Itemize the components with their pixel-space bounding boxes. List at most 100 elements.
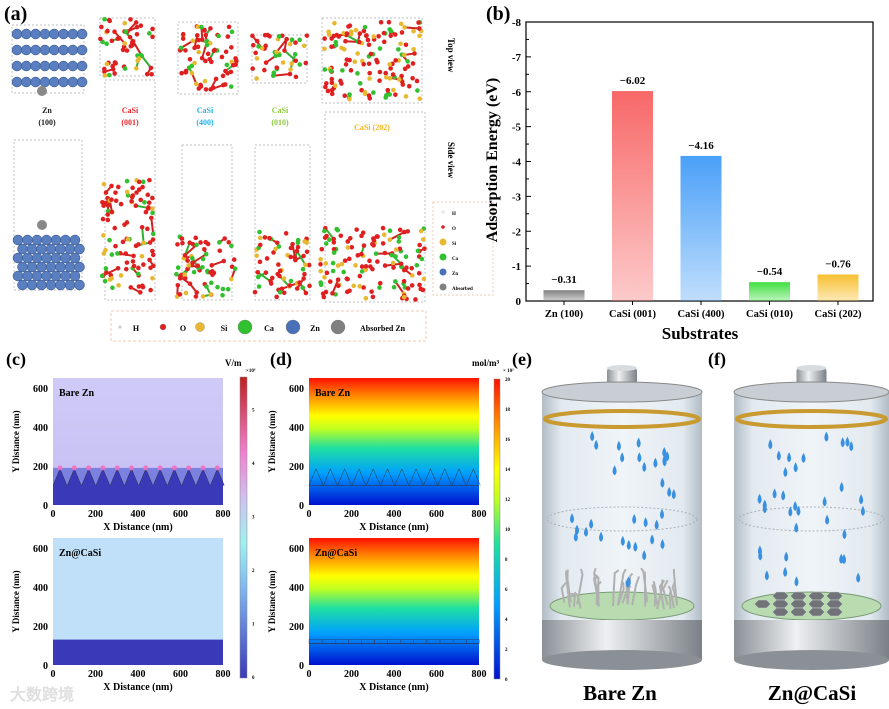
zn-ion-droplet: [636, 437, 641, 448]
atom: [271, 250, 276, 255]
atom: [116, 283, 121, 288]
bar-casi-010-: [749, 282, 790, 301]
atom: [101, 233, 106, 238]
atom: [224, 62, 230, 68]
atom: [100, 216, 106, 222]
atom: [417, 33, 422, 39]
zn-atom: [41, 252, 52, 264]
bond: [150, 217, 155, 234]
zn-atom: [69, 270, 81, 282]
atom: [145, 192, 151, 198]
atom: [128, 17, 133, 22]
atom: [225, 34, 231, 39]
atom: [263, 270, 269, 275]
atom: [405, 286, 411, 291]
atom: [208, 280, 214, 286]
field-hotspot: [171, 465, 177, 471]
x-axis-title: X Distance (nm): [103, 682, 172, 693]
atom: [124, 260, 130, 265]
atom: [208, 292, 213, 297]
atom: [320, 291, 326, 297]
y-axis-title: Y Distance (nm): [267, 570, 277, 632]
coating-segment: [466, 639, 480, 644]
zn-atom: [50, 270, 62, 282]
atom: [219, 54, 225, 60]
zn-ion-droplet: [768, 439, 773, 450]
legend-label: O: [452, 227, 456, 232]
atom: [378, 19, 384, 25]
colorbar-tick-label: 4: [505, 618, 508, 623]
colorbar: [239, 376, 248, 679]
dendrite-outline: [351, 468, 367, 486]
atom: [174, 271, 179, 277]
atom: [148, 65, 154, 71]
atom: [210, 85, 216, 91]
structure-name: CaSi: [272, 106, 289, 115]
zn-atom: [17, 243, 28, 255]
atom: [124, 189, 130, 195]
legend-label: Zn: [452, 272, 458, 277]
y-tick-label: 600: [33, 384, 48, 395]
colorbar-tick-label: 20: [505, 378, 511, 383]
x-tick-label: CaSi (010): [746, 309, 793, 320]
atom: [233, 56, 238, 61]
zn-atom: [22, 270, 33, 282]
atom: [221, 258, 227, 264]
atom: [185, 258, 190, 263]
atom: [366, 61, 372, 67]
zn-atom: [11, 44, 23, 56]
panel-label-c: (c): [6, 349, 26, 370]
atom: [101, 181, 107, 187]
zn-ion-droplet: [583, 526, 588, 537]
atom: [365, 37, 371, 43]
x-tick-label: 0: [307, 669, 312, 680]
atom: [357, 284, 363, 289]
x-tick-label: 200: [344, 669, 359, 680]
plot-label: Bare Zn: [59, 388, 95, 399]
atom: [344, 289, 350, 295]
atom: [143, 209, 149, 215]
atom: [150, 195, 155, 201]
atom: [370, 294, 376, 300]
atom: [401, 278, 407, 284]
zn-dendrite: [621, 585, 632, 604]
colorbar-tick-label: 10: [505, 528, 511, 533]
panel-a-structures: (a) Zn(100)CaSi(001)CaSi(400)CaSi(010)Ca…: [4, 3, 494, 342]
zn-atom: [76, 44, 88, 56]
bond: [257, 271, 272, 282]
atom: [318, 282, 324, 288]
atom: [179, 236, 185, 241]
dendrite-outline: [408, 468, 424, 486]
atom: [150, 206, 155, 211]
atom: [401, 294, 407, 300]
atom: [200, 264, 205, 270]
atom: [386, 19, 392, 25]
legend-label: Absorbed: [452, 287, 473, 292]
zn-dendrite: [671, 581, 679, 603]
battery-label: Zn@CaSi: [768, 681, 857, 705]
casi-hexagon: [790, 607, 807, 617]
bar-casi-400-: [680, 155, 722, 301]
atom: [323, 241, 329, 246]
dendrite-outline: [394, 468, 410, 486]
atom: [322, 228, 327, 234]
atom: [273, 53, 279, 59]
atom: [229, 276, 234, 282]
atom: [304, 249, 310, 255]
atom: [398, 21, 404, 27]
y-tick-label: -8: [512, 17, 522, 29]
legend-label: O: [180, 324, 186, 333]
atom: [297, 62, 303, 67]
atom: [196, 49, 201, 55]
small-legend: H O Si Ca Zn Absorbed: [439, 210, 473, 292]
zn-atom: [45, 261, 57, 273]
atom: [254, 253, 259, 258]
atom: [109, 252, 115, 257]
atom: [336, 34, 342, 39]
atom: [383, 70, 388, 76]
atom: [361, 285, 366, 290]
atom: [293, 74, 299, 80]
atom: [388, 66, 393, 71]
atom: [303, 60, 309, 66]
base-bottom: [734, 650, 889, 670]
